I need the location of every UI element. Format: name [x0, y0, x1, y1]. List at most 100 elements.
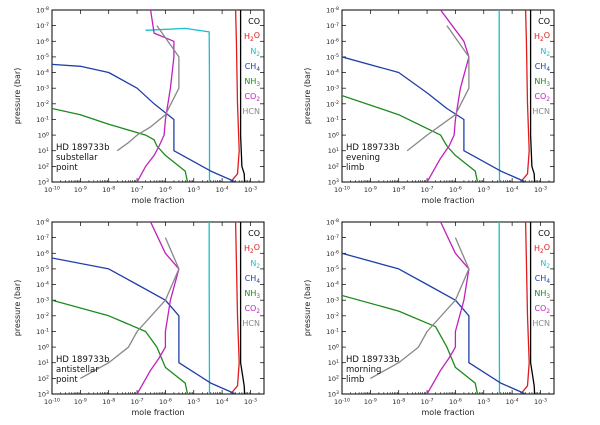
- x-tick-label: 10-9​: [74, 186, 87, 194]
- series-line-ch4: [52, 257, 236, 394]
- series-line-nh3: [52, 107, 189, 182]
- panel-1: 10-10​ 10-9​ 10-8​ 10-7​ 10-6​ 10-5​ 10-4​ 10-3…: [13, 6, 265, 205]
- x-axis-label: mole fraction: [421, 196, 474, 205]
- series-line-co: [529, 222, 536, 394]
- plot-frame: [51, 9, 265, 183]
- x-tick-label: 10-5​: [477, 398, 490, 406]
- series-line-co: [529, 10, 536, 182]
- series-line-hcn: [406, 25, 470, 152]
- y-tick-label: 10-3​: [36, 84, 49, 92]
- legend-entry-nh3: NH3​: [244, 289, 260, 300]
- y-tick-label: 103​: [328, 178, 339, 186]
- legend-entry-co2: CO2​: [534, 92, 550, 103]
- x-tick-label: 10-9​: [74, 398, 87, 406]
- legend-entry-co: CO: [538, 229, 550, 238]
- series-line-nh3: [342, 94, 479, 182]
- x-tick-label: 10-10​: [334, 398, 350, 406]
- panel-2: 10-10​ 10-9​ 10-8​ 10-7​ 10-6​ 10-5​ 10-4​ 10-3…: [303, 6, 555, 205]
- y-tick-label: 101​: [38, 359, 49, 367]
- y-tick-label: 10-7​: [326, 234, 339, 242]
- x-tick-label: 10-5​: [187, 398, 200, 406]
- series-group: [52, 222, 246, 394]
- y-axis-label: pressure (bar): [303, 68, 312, 125]
- y-tick-label: 10-8​: [36, 218, 49, 226]
- y-tick-label: 101​: [328, 147, 339, 155]
- x-tick-label: 10-6​: [159, 398, 172, 406]
- x-tick-label: 10-7​: [421, 398, 434, 406]
- y-tick-label: 10-4​: [326, 281, 339, 289]
- y-tick-label: 10-6​: [326, 249, 339, 257]
- series-line-nh3: [52, 299, 189, 394]
- series-line-co2: [136, 222, 180, 394]
- y-tick-label: 10-5​: [326, 53, 339, 61]
- legend-entry-co: CO: [248, 17, 260, 26]
- x-tick-label: 10-4​: [216, 186, 229, 194]
- y-tick-label: 10-2​: [326, 312, 339, 320]
- x-tick-label: 10-4​: [216, 398, 229, 406]
- series-line-co2: [426, 222, 470, 394]
- y-tick-label: 10-2​: [36, 100, 49, 108]
- series-line-h2o: [230, 10, 240, 182]
- legend-entry-nh3: NH3​: [534, 77, 550, 88]
- panel-caption-line: HD 189733b: [346, 355, 399, 365]
- y-tick-label: 10-8​: [326, 218, 339, 226]
- y-axis-label: pressure (bar): [13, 280, 22, 337]
- y-axis-label: pressure (bar): [13, 68, 22, 125]
- legend-entry-n2: N2​: [250, 47, 260, 58]
- x-tick-label: 10-6​: [449, 186, 462, 194]
- y-tick-label: 10-4​: [36, 281, 49, 289]
- panel-caption-line: HD 189733b: [56, 143, 109, 153]
- legend-entry-hcn: HCN: [242, 107, 260, 116]
- series-line-h2o: [230, 222, 240, 394]
- series-group: [52, 10, 246, 182]
- y-tick-label: 10-7​: [36, 234, 49, 242]
- y-tick-label: 10-6​: [326, 37, 339, 45]
- x-tick-label: 10-3​: [244, 186, 257, 194]
- legend-entry-ch4: CH4​: [535, 62, 551, 73]
- legend: CO H2​O N2​ CH4​ NH3​ CO2​ HCN: [532, 229, 550, 328]
- legend-entry-nh3: NH3​: [534, 289, 550, 300]
- legend-entry-co2: CO2​: [244, 92, 260, 103]
- y-tick-label: 102​: [328, 375, 339, 383]
- legend-entry-h2o: H2​O: [244, 31, 260, 43]
- legend-entry-n2: N2​: [540, 47, 550, 58]
- x-tick-label: 10-4​: [506, 186, 519, 194]
- legend-entry-hcn: HCN: [532, 107, 550, 116]
- y-tick-label: 10-5​: [36, 265, 49, 273]
- y-tick-label: 102​: [38, 375, 49, 383]
- x-tick-label: 10-3​: [534, 398, 547, 406]
- x-tick-label: 10-8​: [392, 186, 405, 194]
- legend-entry-hcn: HCN: [242, 319, 260, 328]
- panel-caption-line: limb: [346, 375, 364, 385]
- series-group: [342, 10, 536, 182]
- series-line-h2o: [520, 10, 530, 182]
- x-tick-label: 10-8​: [392, 398, 405, 406]
- series-line-co2: [136, 10, 175, 182]
- legend-entry-ch4: CH4​: [245, 62, 261, 73]
- y-tick-label: 101​: [38, 147, 49, 155]
- series-line-co: [239, 10, 246, 182]
- x-tick-label: 10-5​: [477, 186, 490, 194]
- x-tick-label: 10-9​: [364, 398, 377, 406]
- x-tick-label: 10-5​: [187, 186, 200, 194]
- series-line-hcn: [370, 237, 470, 379]
- legend-entry-h2o: H2​O: [244, 243, 260, 255]
- series-line-hcn: [80, 237, 180, 379]
- y-tick-label: 10-5​: [326, 265, 339, 273]
- legend-entry-n2: N2​: [250, 259, 260, 270]
- x-tick-label: 10-6​: [159, 186, 172, 194]
- y-tick-label: 10-6​: [36, 249, 49, 257]
- panel-caption-line: substellar: [56, 153, 98, 163]
- y-tick-label: 10-1​: [36, 328, 49, 336]
- legend-entry-h2o: H2​O: [534, 31, 550, 43]
- y-tick-label: 10-4​: [36, 69, 49, 77]
- plot-frame: [341, 9, 555, 183]
- y-tick-label: 10-8​: [326, 6, 339, 14]
- x-tick-label: 10-6​: [449, 398, 462, 406]
- y-tick-label: 103​: [38, 178, 49, 186]
- legend: CO H2​O N2​ CH4​ NH3​ CO2​ HCN: [532, 17, 550, 116]
- x-axis-label: mole fraction: [131, 408, 184, 417]
- y-tick-label: 10-1​: [36, 116, 49, 124]
- y-tick-label: 103​: [38, 390, 49, 398]
- y-tick-label: 100​: [328, 343, 339, 351]
